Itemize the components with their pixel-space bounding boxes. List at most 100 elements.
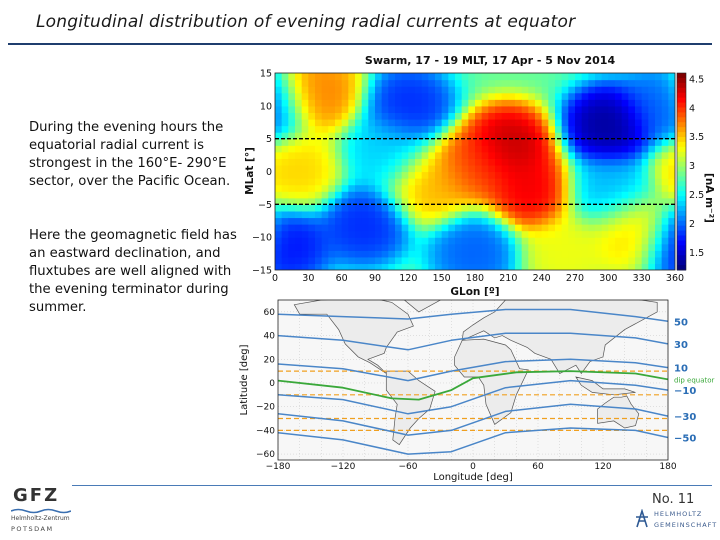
heatmap-cell (375, 237, 383, 245)
heatmap-cell (288, 217, 296, 225)
heatmap-cell (568, 112, 576, 120)
heatmap-cell (395, 243, 403, 251)
heatmap-cell (335, 184, 343, 192)
heatmap-cell (348, 197, 356, 205)
heatmap-cell (488, 164, 496, 173)
heatmap-cell (621, 171, 629, 179)
heatmap-cell (661, 138, 669, 146)
heatmap-cell (501, 237, 509, 245)
colorbar-segment (677, 102, 686, 108)
heatmap-cell (441, 210, 449, 219)
heatmap-cell (495, 145, 503, 153)
heatmap-cell (635, 191, 643, 199)
heatmap-cell (661, 224, 669, 232)
heatmap-cell (368, 164, 376, 173)
heatmap-cell (421, 145, 429, 153)
heatmap-cell (568, 217, 576, 225)
heatmap-cell (488, 151, 496, 159)
heatmap-x-ticks: 0 30 60 90 120 150 180 210 240 270 300 330 360 (272, 273, 684, 284)
heatmap-cell (495, 217, 503, 225)
heatmap-cell (421, 125, 429, 133)
heatmap-cell (295, 224, 303, 232)
heatmap-cell (468, 105, 476, 113)
heatmap-cell (655, 164, 663, 173)
heatmap-cell (481, 237, 489, 245)
heatmap-cell (608, 243, 616, 251)
heatmap-cell (628, 171, 636, 179)
heatmap-cell (448, 73, 456, 81)
heatmap-cell (648, 132, 656, 140)
heatmap-cell (648, 184, 656, 192)
heatmap-cell (275, 125, 283, 133)
heatmap-cell (581, 92, 589, 100)
heatmap-cell (275, 99, 283, 107)
heatmap-cell (588, 191, 596, 199)
colorbar-segment (677, 250, 686, 256)
heatmap-cell (528, 263, 536, 270)
heatmap-cell (575, 250, 583, 258)
heatmap-cell (521, 118, 529, 127)
heatmap-cell (408, 263, 416, 270)
heatmap-cell (308, 210, 316, 219)
heatmap-cell (421, 230, 429, 238)
heatmap-cell (608, 112, 616, 120)
heatmap-cell (388, 217, 396, 225)
heatmap-cell (528, 99, 536, 107)
heatmap-cell (521, 204, 529, 212)
heatmap-cell (428, 164, 436, 173)
colorbar-segment (677, 156, 686, 163)
heatmap-cell (328, 210, 336, 219)
heatmap-cell (428, 92, 436, 100)
heatmap-cell (335, 191, 343, 199)
heatmap-cell (335, 250, 343, 258)
heatmap-x-tick-label: 270 (566, 273, 584, 284)
heatmap-cell (328, 263, 336, 270)
heatmap-cell (595, 250, 603, 258)
heatmap-cell (528, 132, 536, 140)
heatmap-cell (435, 132, 443, 140)
colorbar-segment (677, 146, 686, 153)
heatmap-cell (648, 138, 656, 146)
heatmap-cell (301, 237, 309, 245)
heatmap-cell (301, 164, 309, 173)
heatmap-cell (415, 99, 423, 107)
heatmap-cell (461, 125, 469, 133)
heatmap-cell (528, 86, 536, 94)
heatmap-x-tick-label: 360 (666, 273, 684, 284)
heatmap-cell (348, 99, 356, 107)
heatmap-cell (661, 191, 669, 199)
heatmap-cell (608, 263, 616, 270)
heatmap-cell (561, 73, 569, 81)
heatmap-cell (668, 79, 675, 87)
heatmap-cell (348, 191, 356, 199)
heatmap-cell (488, 250, 496, 258)
heatmap-cell (441, 263, 449, 270)
heatmap-cell (361, 151, 369, 159)
heatmap-cell (448, 151, 456, 159)
heatmap-cell (281, 112, 289, 120)
heatmap-cell (481, 138, 489, 146)
heatmap-cell (535, 243, 543, 251)
heatmap-cell (528, 145, 536, 153)
heatmap-cell (628, 217, 636, 225)
heatmap-cell (301, 138, 309, 146)
heatmap-cell (375, 132, 383, 140)
heatmap-cell (548, 237, 556, 245)
heatmap-cell (575, 132, 583, 140)
heatmap-cell (581, 138, 589, 146)
heatmap-cell (275, 237, 283, 245)
heatmap-cell (628, 263, 636, 270)
heatmap-cell (281, 217, 289, 225)
heatmap-cell (348, 151, 356, 159)
heatmap-cell (488, 197, 496, 205)
heatmap-cell (315, 243, 323, 251)
heatmap-cell (635, 263, 643, 270)
heatmap-cell (495, 99, 503, 107)
heatmap-y-tick-label: 15 (260, 69, 272, 80)
colorbar-segment (677, 191, 686, 197)
heatmap-cell (535, 204, 543, 212)
heatmap-cell (621, 73, 629, 81)
heatmap-cell (348, 158, 356, 166)
heatmap-cell (488, 99, 496, 107)
heatmap-cell (441, 132, 449, 140)
